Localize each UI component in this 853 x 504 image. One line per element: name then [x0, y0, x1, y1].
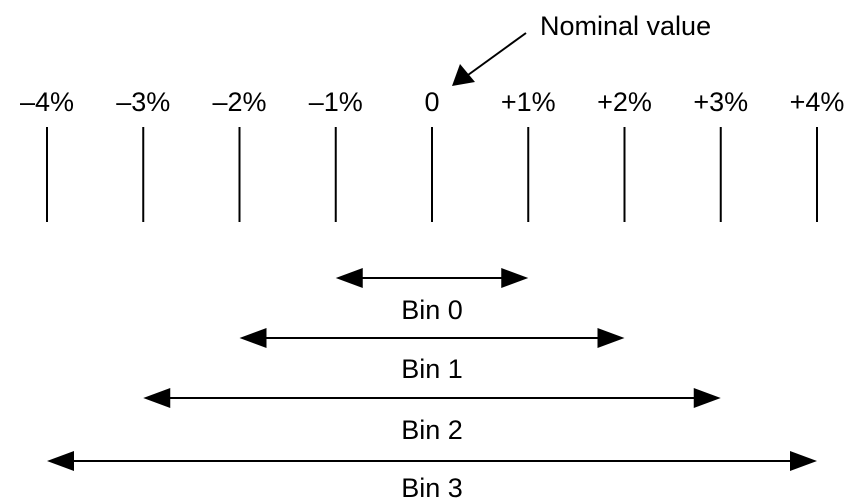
arrowhead-left-icon [47, 451, 74, 471]
tick-marks: –4% –3% –2% –1% 0 +1% +2% +3% +4% [20, 87, 844, 222]
bin-arrow [335, 268, 529, 288]
nominal-value-annotation: Nominal value [452, 11, 711, 86]
bin-arrow [239, 328, 625, 348]
arrowhead-left-icon [239, 328, 267, 348]
bin-label: Bin 0 [401, 295, 463, 325]
nominal-value-pointer-line [467, 32, 527, 76]
tick-label: –1% [309, 87, 363, 117]
arrowhead-right-icon [790, 451, 817, 471]
arrowhead-right-icon [597, 328, 625, 348]
bin-arrow [47, 451, 817, 471]
arrowhead-right-icon [693, 388, 721, 408]
tick-label: +4% [790, 87, 845, 117]
arrowhead-right-icon [501, 268, 529, 288]
nominal-value-arrowhead-icon [452, 64, 475, 86]
tick-label: +1% [501, 87, 556, 117]
tick-label: –4% [20, 87, 74, 117]
tick-label: –2% [212, 87, 266, 117]
tick-label: +3% [693, 87, 748, 117]
arrowhead-left-icon [335, 268, 363, 288]
tick-label: –3% [116, 87, 170, 117]
tick-label: +2% [597, 87, 652, 117]
tick-label: 0 [424, 87, 439, 117]
arrowhead-left-icon [143, 388, 171, 408]
bin-label: Bin 2 [401, 415, 463, 445]
bin-label: Bin 1 [401, 354, 463, 384]
nominal-value-label: Nominal value [540, 11, 711, 41]
bin-arrow [143, 388, 721, 408]
bin-ranges: Bin 0 Bin 1 Bin 2 Bin 3 [47, 268, 817, 503]
bin-label: Bin 3 [401, 473, 463, 503]
